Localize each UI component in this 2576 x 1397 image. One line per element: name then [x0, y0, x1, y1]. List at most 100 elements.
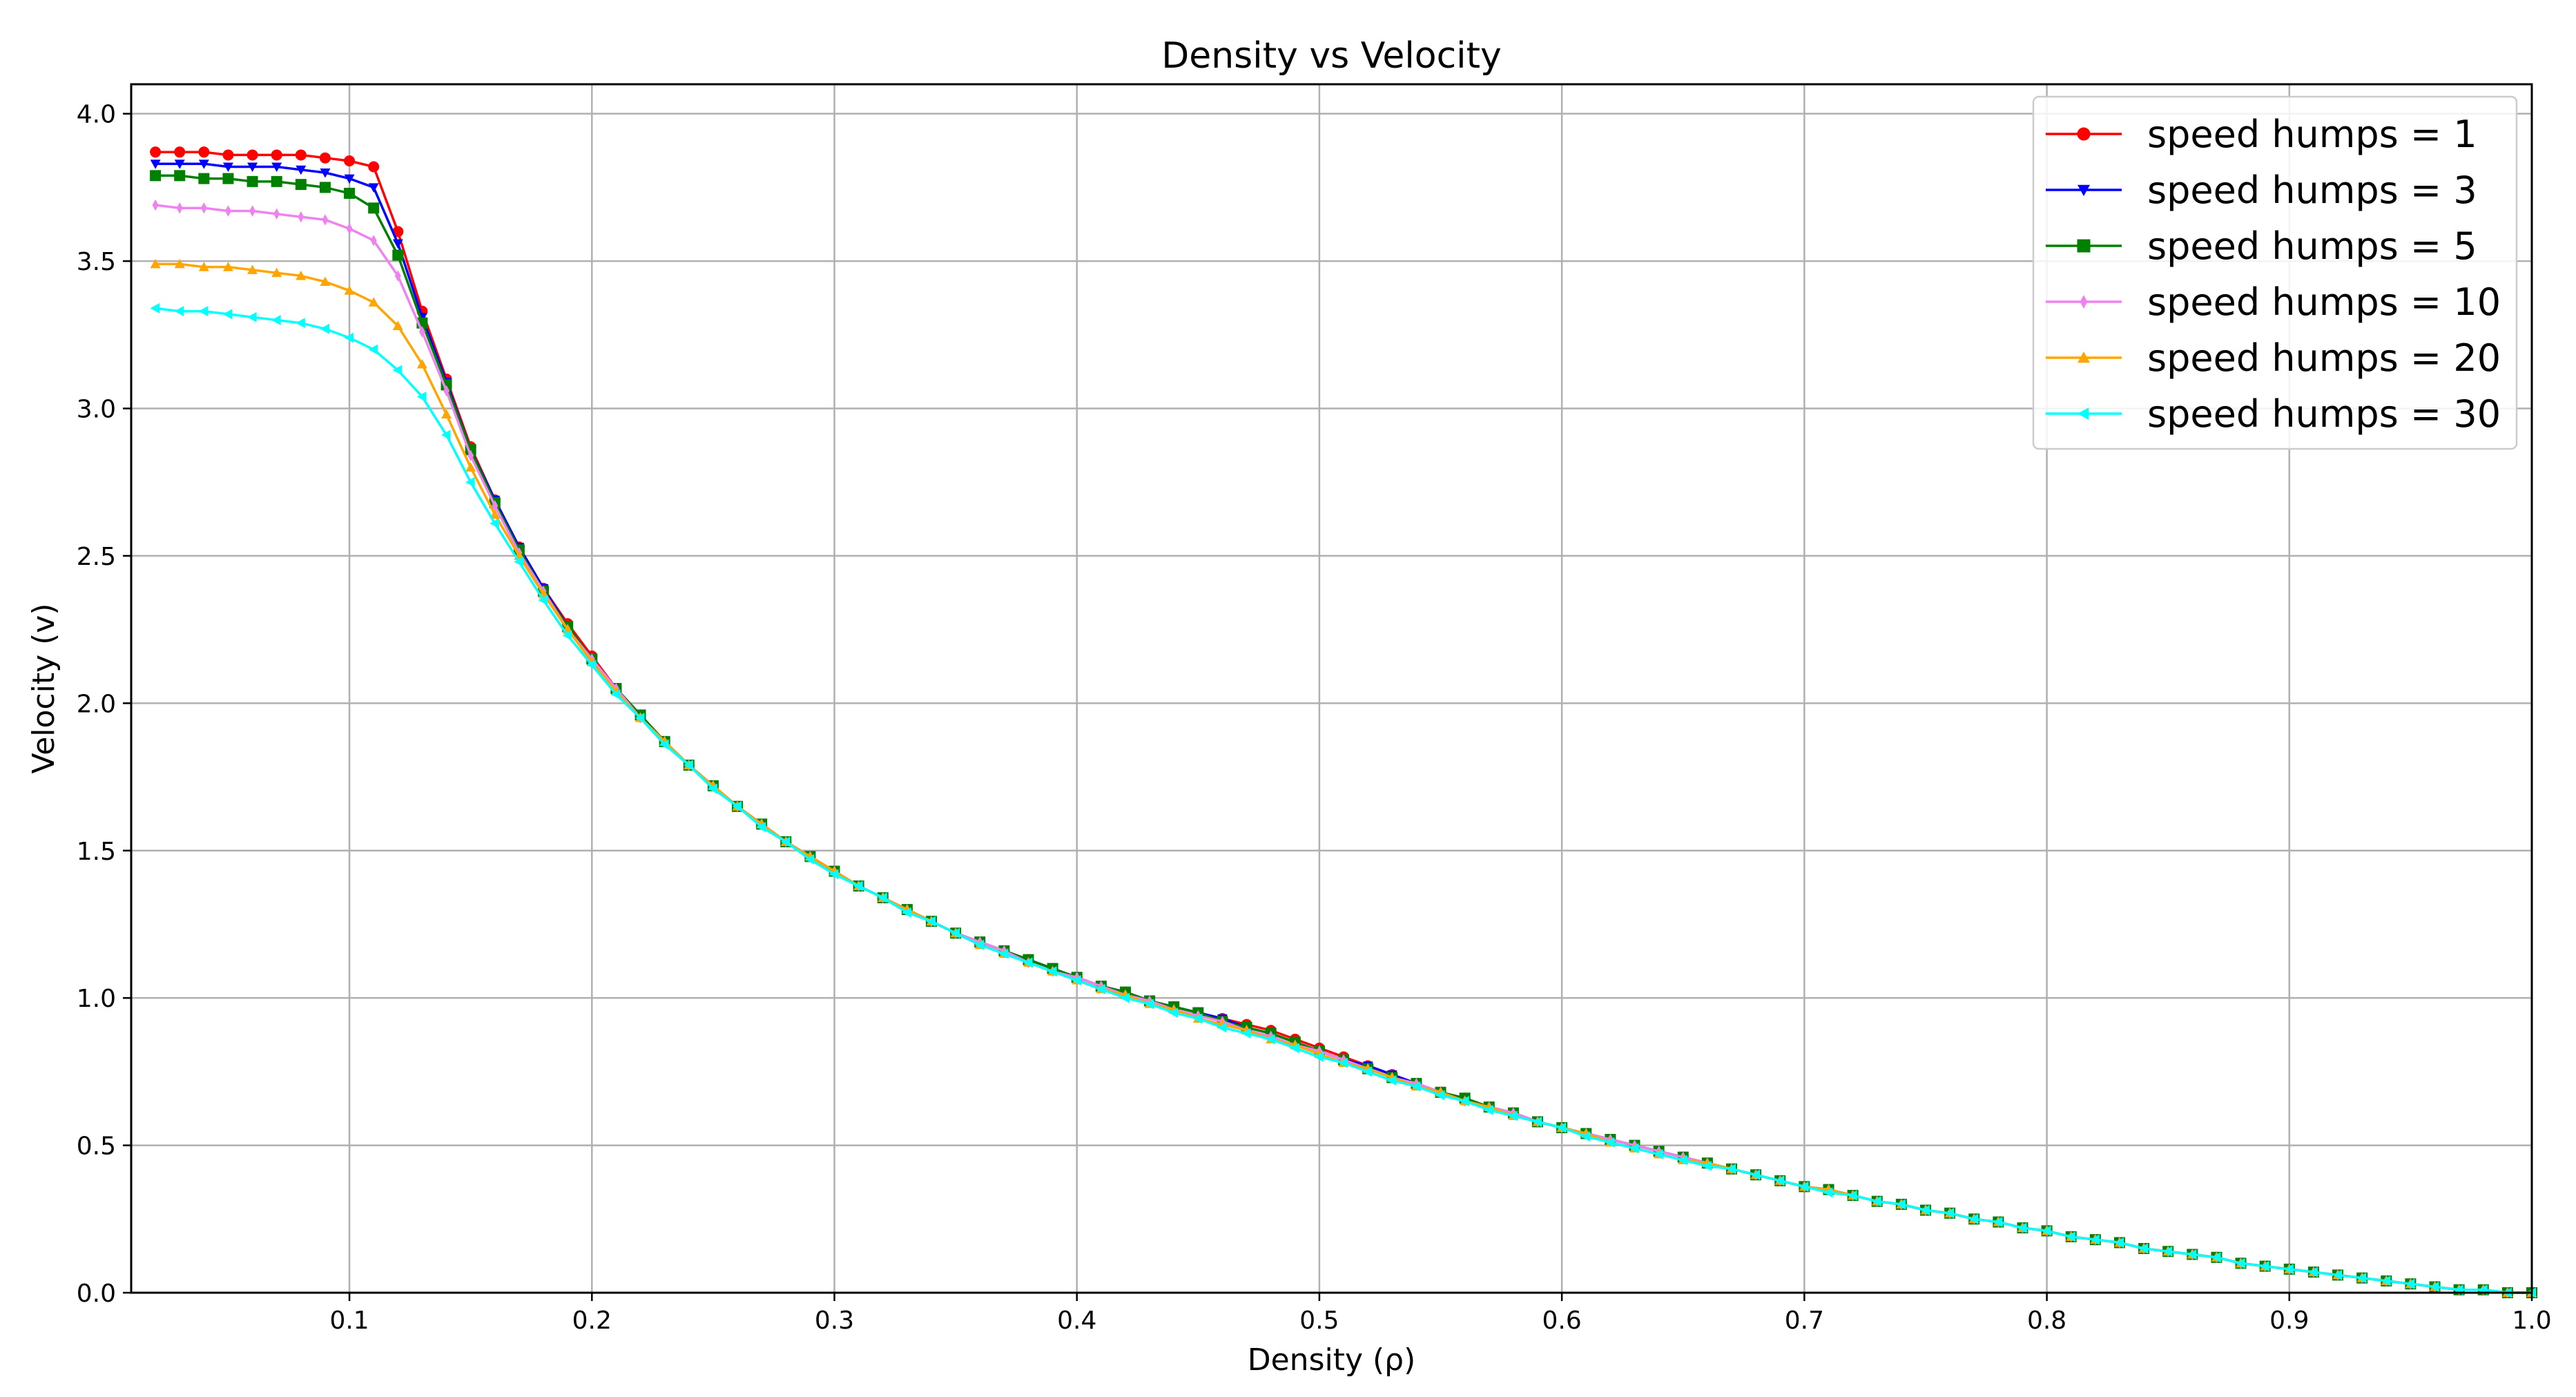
data-point: [222, 309, 233, 320]
data-point: [2405, 1278, 2415, 1289]
data-point: [344, 174, 355, 184]
data-point: [441, 430, 451, 441]
legend-item: speed humps = 3: [2046, 168, 2477, 212]
data-point: [344, 155, 356, 166]
x-tick-label: 0.9: [2269, 1307, 2309, 1335]
data-point: [2284, 1264, 2294, 1275]
data-point: [176, 202, 183, 214]
data-point: [586, 659, 597, 671]
y-tick-label: 3.0: [77, 396, 116, 424]
legend-label: speed humps = 5: [2147, 224, 2477, 268]
data-point: [368, 297, 379, 307]
data-point: [368, 183, 379, 193]
data-point: [2090, 1234, 2100, 1245]
data-point: [295, 179, 307, 191]
data-point: [271, 314, 281, 325]
data-point: [368, 202, 380, 214]
data-point: [392, 239, 403, 249]
data-point: [610, 689, 621, 700]
data-point: [174, 170, 186, 182]
data-point: [804, 854, 815, 865]
data-point: [198, 262, 209, 271]
data-point: [246, 175, 258, 187]
data-point: [368, 344, 378, 355]
data-point: [392, 249, 404, 261]
data-point: [222, 262, 233, 271]
data-point: [490, 518, 499, 529]
data-point: [1823, 1187, 1833, 1198]
data-point: [174, 258, 185, 269]
data-point: [222, 162, 233, 173]
data-point: [344, 187, 356, 199]
data-point: [319, 152, 331, 164]
legend-item: speed humps = 30: [2046, 392, 2501, 436]
data-point: [538, 595, 548, 606]
data-point: [222, 149, 234, 161]
x-tick-label: 0.4: [1057, 1307, 1096, 1335]
data-point: [2430, 1281, 2439, 1292]
legend-item: speed humps = 20: [2046, 336, 2501, 380]
data-point: [708, 783, 717, 794]
plot-frame: [130, 83, 2533, 1294]
data-point: [418, 326, 425, 338]
data-point: [2356, 1273, 2367, 1284]
x-tick-label: 1.0: [2512, 1307, 2551, 1335]
data-point: [492, 500, 498, 512]
legend-label: speed humps = 1: [2147, 113, 2477, 156]
data-point: [1508, 1110, 1518, 1121]
data-point: [659, 739, 669, 750]
data-point: [1920, 1204, 1930, 1215]
y-tick-label: 1.0: [77, 985, 116, 1013]
data-point: [150, 146, 162, 158]
data-point: [1605, 1137, 1615, 1148]
data-point: [2187, 1249, 2197, 1260]
data-point: [392, 320, 403, 330]
data-point: [635, 713, 645, 724]
data-point: [878, 892, 887, 903]
data-point: [344, 332, 354, 343]
data-point: [1702, 1160, 1712, 1171]
data-point: [2162, 1246, 2173, 1257]
data-point: [150, 258, 161, 269]
data-point: [152, 199, 159, 211]
data-point: [346, 222, 353, 235]
data-point: [514, 556, 523, 567]
data-point: [1848, 1190, 1857, 1201]
y-axis-label: Velocity (v): [26, 604, 61, 774]
data-point: [320, 276, 331, 286]
data-point: [200, 202, 207, 214]
data-point: [465, 462, 476, 472]
legend-label: speed humps = 10: [2147, 280, 2501, 324]
data-point: [247, 311, 257, 322]
data-point: [1460, 1096, 1469, 1107]
data-point: [1556, 1122, 1567, 1133]
data-point: [998, 948, 1009, 959]
data-point: [1386, 1075, 1397, 1086]
data-point: [224, 205, 231, 217]
data-point: [2211, 1252, 2221, 1263]
data-point: [392, 365, 403, 376]
data-point: [465, 476, 475, 488]
data-point: [320, 323, 329, 334]
data-point: [829, 869, 839, 880]
legend-marker: [2078, 184, 2090, 196]
data-point: [1411, 1081, 1421, 1092]
data-point: [1774, 1175, 1785, 1186]
data-point: [271, 267, 282, 278]
data-point: [684, 760, 693, 771]
data-point: [174, 146, 186, 158]
data-point: [1799, 1181, 1809, 1192]
data-point: [249, 205, 256, 217]
data-point: [296, 318, 305, 329]
data-point: [320, 168, 331, 178]
x-axis-ticks: 0.1 0.2 0.3 0.4 0.5 0.6 0.7 0.8 0.9 1.0: [329, 1293, 2552, 1335]
x-tick-label: 0.1: [329, 1307, 369, 1335]
data-point: [1023, 957, 1033, 968]
data-point: [298, 211, 304, 223]
data-point: [273, 208, 280, 220]
legend-item: speed humps = 1: [2046, 113, 2477, 156]
data-point: [490, 509, 501, 519]
data-point: [1168, 1008, 1179, 1019]
y-tick-label: 1.5: [77, 838, 116, 866]
